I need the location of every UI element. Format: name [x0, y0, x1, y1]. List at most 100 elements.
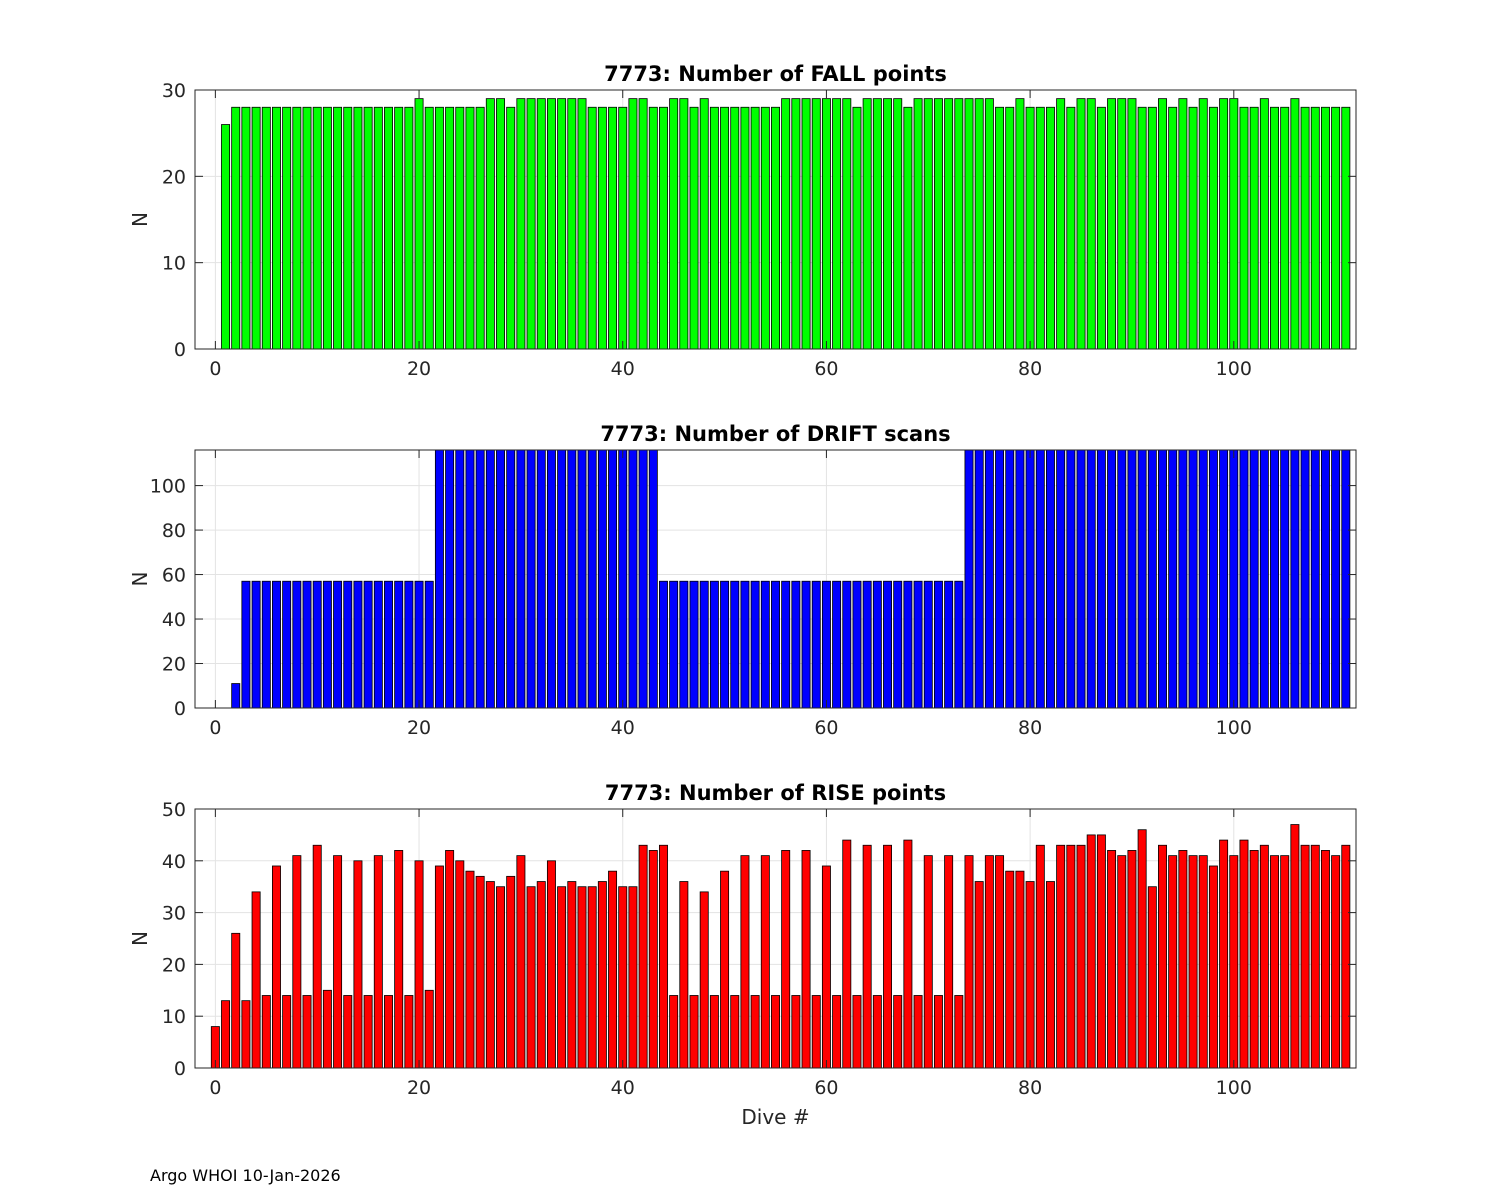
bar [648, 106, 658, 349]
bar [394, 580, 404, 708]
bar [445, 850, 455, 1068]
bar [1025, 881, 1035, 1068]
bar [893, 995, 903, 1068]
bar [404, 995, 414, 1068]
bar [1096, 450, 1106, 708]
bar [1158, 450, 1167, 708]
bar [465, 450, 475, 708]
y-axis-label: N [128, 931, 152, 946]
fall-points-panel: 0 20 40 60 80 100 0 10 20 30 7773: Number of FALL … [128, 62, 1357, 380]
bar [1046, 106, 1055, 349]
bar [954, 995, 964, 1068]
bar [913, 98, 923, 349]
bar [699, 580, 709, 708]
bar [251, 580, 261, 708]
bar [231, 683, 241, 708]
x-tick-label: 40 [611, 1077, 635, 1099]
y-tick-label: 80 [162, 520, 186, 542]
bar [434, 106, 444, 349]
bar [1341, 844, 1351, 1068]
bar [384, 106, 393, 349]
bar [333, 106, 343, 349]
bar [1066, 106, 1076, 349]
bar [1290, 450, 1300, 708]
bar [618, 450, 628, 708]
bar [1168, 450, 1178, 708]
bar [791, 98, 801, 349]
bar [1208, 450, 1218, 708]
bar [485, 881, 495, 1068]
bar [567, 98, 577, 349]
bar [923, 98, 933, 349]
y-axis-label: N [128, 572, 152, 587]
bar [414, 580, 424, 708]
bar [1280, 855, 1290, 1068]
bar [628, 886, 638, 1068]
y-tick-label: 30 [162, 903, 186, 925]
bar [933, 580, 943, 708]
bar [648, 450, 658, 708]
bar [1127, 450, 1137, 708]
bar [974, 881, 984, 1068]
bar [842, 98, 852, 349]
bar [1208, 865, 1218, 1068]
y-tick-label: 40 [162, 609, 186, 631]
bar [832, 995, 842, 1068]
bar [1025, 450, 1035, 708]
bar [271, 580, 281, 708]
bar [424, 580, 434, 708]
bar [312, 580, 322, 708]
bar-series [210, 824, 1351, 1068]
bar [1310, 844, 1320, 1068]
y-tick-label: 10 [162, 253, 186, 275]
bar [720, 106, 730, 349]
bar [811, 995, 821, 1068]
bar [414, 860, 424, 1068]
bar [1107, 450, 1117, 708]
bar [1188, 855, 1198, 1068]
bar [923, 855, 933, 1068]
bar [1086, 450, 1096, 708]
x-tick-label: 60 [814, 717, 838, 739]
bar [292, 855, 302, 1068]
bar [964, 450, 974, 708]
bar [587, 450, 597, 708]
bar [414, 98, 424, 349]
bar [791, 995, 801, 1068]
bar [679, 98, 689, 349]
bar [567, 450, 577, 708]
bar [638, 844, 648, 1068]
bar [394, 850, 404, 1068]
bar [261, 106, 271, 349]
bar [333, 580, 343, 708]
bar [852, 106, 862, 349]
bar [546, 98, 556, 349]
bar [302, 995, 312, 1068]
bar [353, 106, 363, 349]
x-tick-label: 80 [1018, 717, 1042, 739]
bar [394, 106, 404, 349]
bar [1147, 106, 1157, 349]
bar [567, 881, 577, 1068]
bar [384, 580, 393, 708]
bar [343, 106, 353, 349]
bar [964, 98, 974, 349]
bar [1117, 450, 1127, 708]
axes-box [194, 449, 1357, 709]
bar [1168, 106, 1178, 349]
bar [821, 98, 831, 349]
bar [445, 450, 455, 708]
bar [557, 450, 567, 708]
bar [231, 106, 241, 349]
bar [424, 989, 434, 1068]
y-tick-label: 30 [162, 80, 186, 102]
bar [883, 98, 893, 349]
bar [322, 580, 332, 708]
bar [526, 450, 536, 708]
bar [1310, 450, 1320, 708]
bar [1229, 98, 1239, 349]
bar [1219, 839, 1229, 1068]
bar [1290, 98, 1300, 349]
bar [944, 580, 954, 708]
